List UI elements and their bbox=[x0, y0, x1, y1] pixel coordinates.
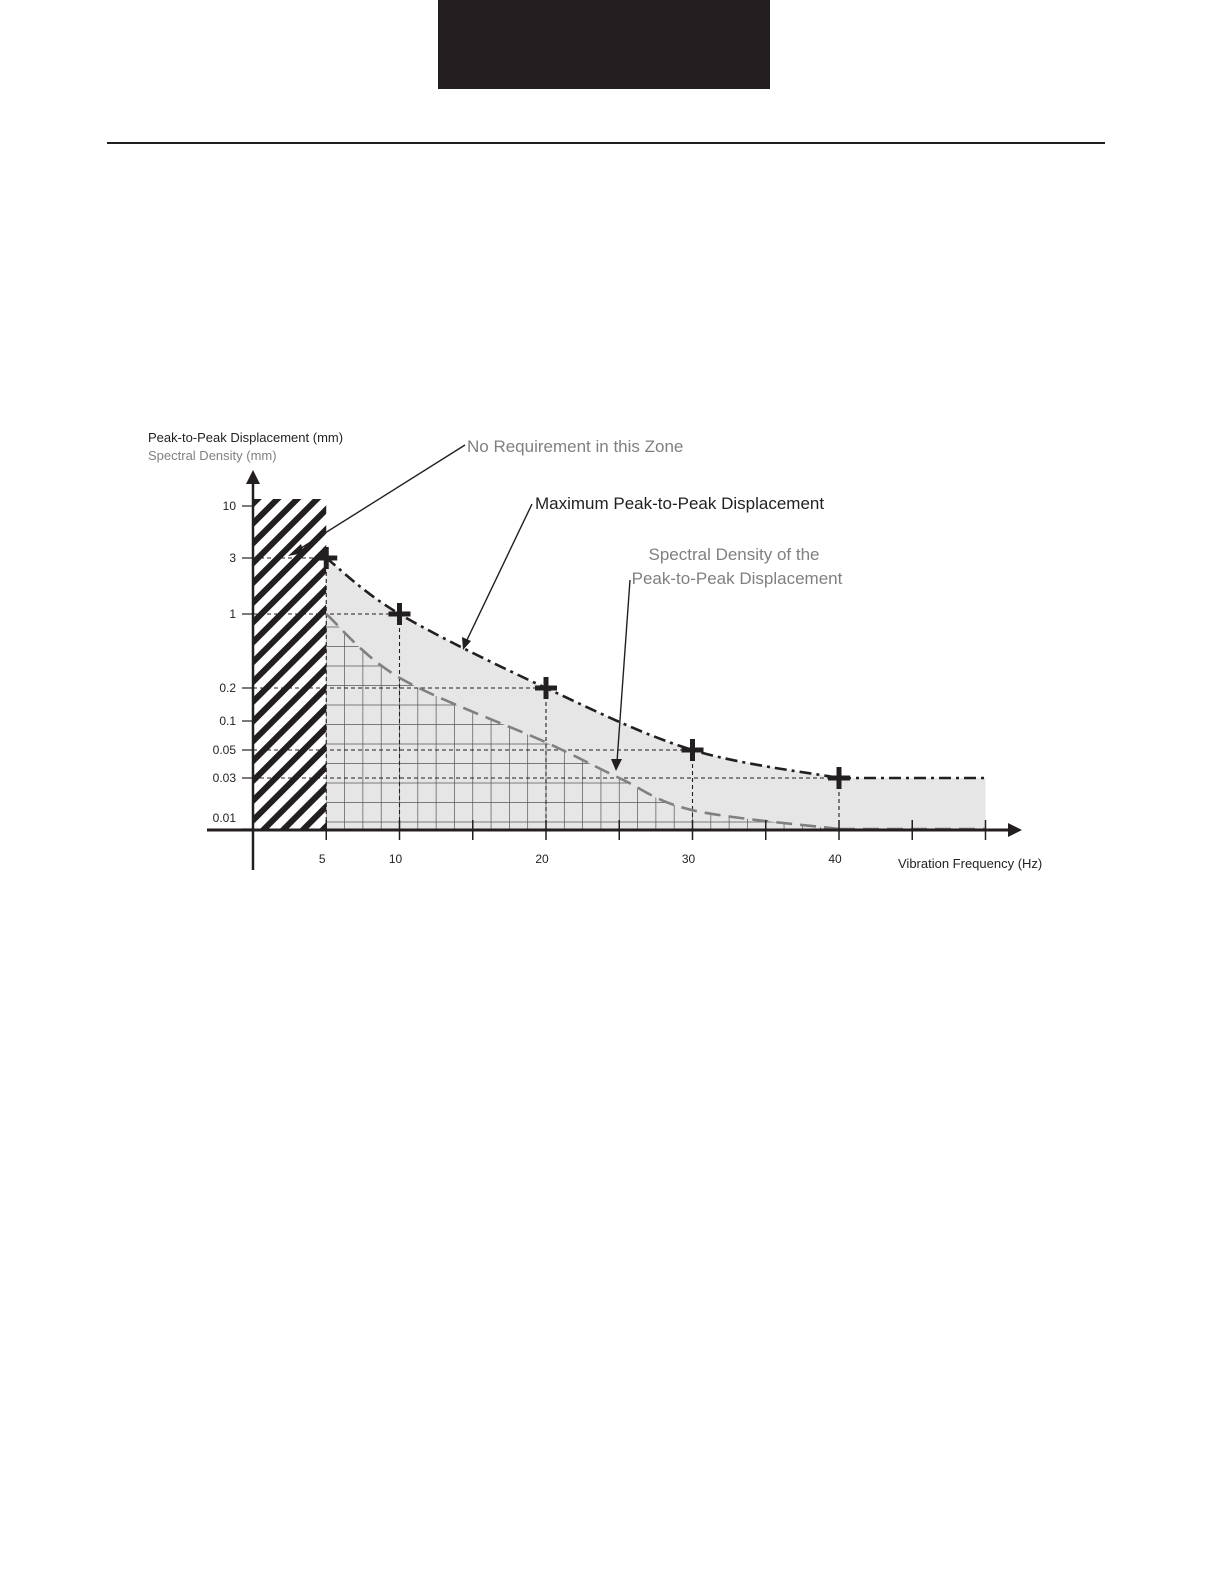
y-tick-label: 10 bbox=[223, 499, 237, 513]
data-point-marker bbox=[315, 547, 338, 569]
header-title-block bbox=[438, 0, 770, 89]
x-tick-label: 10 bbox=[389, 852, 403, 866]
y-tick-label: 1 bbox=[229, 607, 236, 621]
y-tick-label: 0.03 bbox=[213, 771, 237, 785]
x-axis-arrow bbox=[1008, 823, 1022, 837]
y-tick-label: 3 bbox=[229, 551, 236, 565]
leader-spectral bbox=[616, 579, 631, 763]
y-tick-label: 0.2 bbox=[219, 681, 236, 695]
x-tick-label: 20 bbox=[535, 852, 549, 866]
x-tick-label: 30 bbox=[682, 852, 696, 866]
data-point-marker bbox=[828, 767, 850, 789]
x-tick-label: 40 bbox=[828, 852, 842, 866]
leader-no-requirement bbox=[297, 444, 466, 551]
annotation-spectral-line2: Peak-to-Peak Displacement bbox=[632, 569, 843, 588]
annotation-no-requirement: No Requirement in this Zone bbox=[467, 437, 683, 456]
header-divider bbox=[107, 142, 1105, 144]
x-tick-label: 5 bbox=[319, 852, 326, 866]
x-axis-title: Vibration Frequency (Hz) bbox=[898, 856, 1042, 871]
y-tick-label: 0.01 bbox=[213, 811, 237, 825]
leader-no-requirement-arrow bbox=[288, 544, 304, 556]
y-axis-arrow bbox=[246, 470, 260, 484]
y-axis-title: Peak-to-Peak Displacement (mm) bbox=[148, 430, 343, 445]
y-tick-label: 0.1 bbox=[219, 714, 236, 728]
data-point-marker bbox=[681, 739, 704, 761]
leader-spectral-arrow bbox=[611, 759, 622, 771]
spectral-density-line bbox=[325, 613, 840, 831]
leader-max-peak-arrow bbox=[462, 637, 471, 650]
leader-max-peak bbox=[465, 503, 533, 643]
y-tick-label: 0.05 bbox=[213, 743, 237, 757]
no-requirement-zone bbox=[253, 499, 327, 830]
data-point-marker bbox=[535, 677, 557, 699]
y-axis-subtitle: Spectral Density (mm) bbox=[148, 448, 277, 463]
data-point-marker bbox=[388, 603, 411, 625]
annotation-max-peak: Maximum Peak-to-Peak Displacement bbox=[535, 494, 824, 513]
envelope-fill bbox=[326, 558, 986, 830]
annotation-spectral-line1: Spectral Density of the bbox=[648, 545, 819, 564]
